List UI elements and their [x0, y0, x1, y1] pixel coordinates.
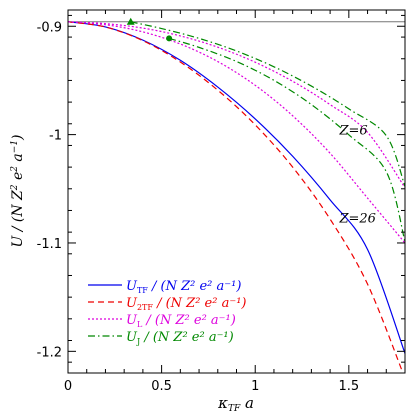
- x-tick-label-3: 1.5: [338, 379, 359, 394]
- x-tick-label-1: 0.5: [151, 379, 172, 394]
- series-line-5: [168, 37, 405, 243]
- curves: [68, 21, 405, 373]
- annotation-1: Z=26: [338, 211, 375, 226]
- x-tick-label-2: 1: [251, 379, 259, 394]
- legend-label-0: UTF / (N Z² e² a⁻¹): [126, 279, 241, 295]
- legend-label-2: UL / (N Z² e² a⁻¹): [126, 313, 236, 329]
- series-line-3: [68, 21, 405, 244]
- marker-triangle-0: [126, 17, 135, 25]
- annotations: Z=6 Z=26: [338, 124, 375, 227]
- legend: UTF / (N Z² e² a⁻¹)U2TF / (N Z² e² a⁻¹)U…: [88, 279, 247, 346]
- series-line-4: [130, 21, 405, 187]
- series-line-0: [68, 21, 405, 354]
- y-tick-label-3: -1.2: [37, 345, 62, 360]
- y-tick-label-2: -1.1: [37, 237, 62, 252]
- y-tick-label-0: -0.9: [37, 20, 62, 35]
- series-line-2: [68, 21, 405, 189]
- ticks: 0 0.5 1 1.5 -0.9 -1 -1.1 -1.2: [37, 10, 405, 394]
- legend-label-1: U2TF / (N Z² e² a⁻¹): [126, 296, 247, 312]
- x-tick-label-0: 0: [64, 379, 72, 394]
- series-line-1: [68, 21, 404, 373]
- x-axis-label: κTF a: [217, 394, 254, 414]
- legend-label-3: UJ / (N Z² e² a⁻¹): [126, 330, 234, 346]
- plot-frame: [67, 9, 406, 374]
- markers: [126, 17, 173, 42]
- annotation-0: Z=6: [338, 124, 367, 139]
- y-tick-label-1: -1: [49, 129, 62, 144]
- marker-circle-1: [166, 35, 173, 42]
- y-axis-label: U / (N Z2 e2 a−1): [10, 134, 26, 247]
